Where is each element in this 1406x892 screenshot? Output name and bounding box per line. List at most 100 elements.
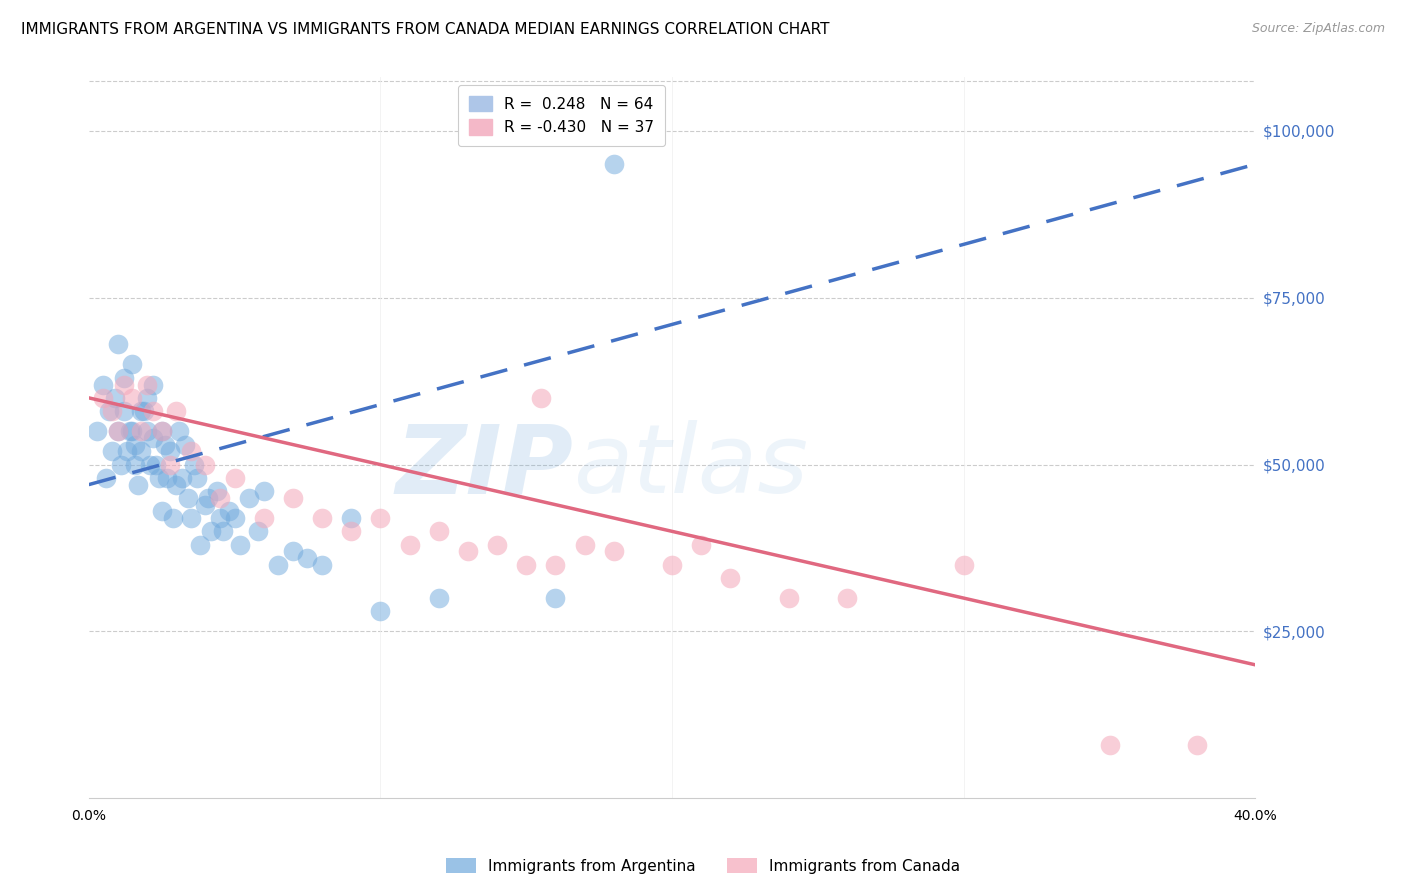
Point [96,471,118,485]
Point [267,558,290,572]
Point [398,538,420,552]
Point [212,524,235,539]
Point [281,544,304,558]
Text: atlas: atlas [572,420,808,513]
Point [340,511,363,525]
Point [690,538,713,552]
Point [91,377,114,392]
Point [118,424,141,438]
Point [142,404,165,418]
Point [121,358,143,372]
Point [136,377,159,392]
Point [142,377,165,392]
Point [153,437,176,451]
Point [188,538,211,552]
Point [112,377,135,392]
Point [104,391,127,405]
Point [101,444,124,458]
Point [127,477,149,491]
Point [427,591,450,606]
Point [180,444,202,458]
Point [98,404,121,418]
Point [370,511,392,525]
Point [180,511,202,525]
Point [238,491,260,505]
Point [603,157,626,171]
Point [159,458,181,472]
Point [229,538,252,552]
Point [174,437,197,451]
Point [1185,738,1208,752]
Point [544,591,567,606]
Point [145,458,167,472]
Point [661,558,683,572]
Point [246,524,269,539]
Point [167,424,190,438]
Point [107,424,129,438]
Point [165,477,187,491]
Point [208,491,231,505]
Point [107,424,129,438]
Point [101,404,124,418]
Point [136,424,159,438]
Point [183,458,205,472]
Point [186,471,208,485]
Point [253,484,276,499]
Point [121,391,143,405]
Point [281,491,304,505]
Text: Source: ZipAtlas.com: Source: ZipAtlas.com [1251,22,1385,36]
Point [603,544,626,558]
Point [197,491,219,505]
Point [115,444,138,458]
Point [129,424,152,438]
Point [224,471,246,485]
Point [194,498,217,512]
Point [297,551,319,566]
Point [150,424,173,438]
Point [311,511,333,525]
Point [112,371,135,385]
Point [515,558,537,572]
Point [457,544,479,558]
Point [129,404,152,418]
Point [129,444,152,458]
Text: IMMIGRANTS FROM ARGENTINA VS IMMIGRANTS FROM CANADA MEDIAN EARNINGS CORRELATION : IMMIGRANTS FROM ARGENTINA VS IMMIGRANTS … [21,22,830,37]
Point [148,471,170,485]
Point [530,391,553,405]
Point [574,538,596,552]
Point [142,431,165,445]
Point [112,404,135,418]
Point [486,538,509,552]
Point [224,511,246,525]
Point [311,558,333,572]
Point [150,424,173,438]
Point [86,424,108,438]
Point [170,471,193,485]
Legend: R =  0.248   N = 64, R = -0.430   N = 37: R = 0.248 N = 64, R = -0.430 N = 37 [458,85,665,146]
Text: ZIP: ZIP [395,420,572,513]
Point [720,571,742,585]
Point [124,458,146,472]
Point [150,504,173,518]
Point [177,491,200,505]
Point [162,511,184,525]
Point [370,604,392,618]
Point [952,558,974,572]
Point [159,444,181,458]
Point [208,511,231,525]
Point [139,458,162,472]
Point [205,484,228,499]
Point [136,391,159,405]
Point [253,511,276,525]
Point [165,404,187,418]
Point [340,524,363,539]
Point [778,591,800,606]
Point [121,424,143,438]
Point [134,404,156,418]
Point [200,524,222,539]
Point [427,524,450,539]
Point [835,591,858,606]
Point [107,337,129,351]
Point [91,391,114,405]
Point [544,558,567,572]
